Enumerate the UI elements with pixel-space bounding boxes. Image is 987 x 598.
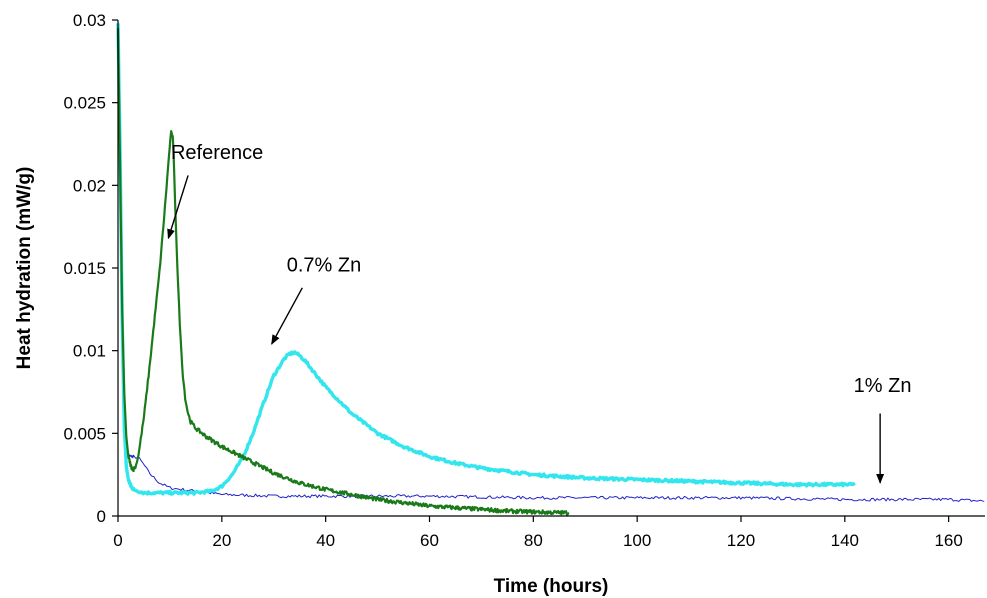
y-axis-title: Heat hydration (mW/g): [14, 167, 35, 370]
x-tick-label: 100: [623, 531, 651, 550]
annotation-arrow: [167, 175, 189, 240]
annotation-label: 0.7% Zn: [287, 254, 361, 276]
x-axis-ticks: 0 20 40 60 80 100 120 140 160: [113, 516, 963, 550]
x-tick-label: 0: [113, 531, 122, 550]
plot-background: [118, 20, 985, 516]
y-tick-label: 0.025: [63, 94, 106, 113]
y-axis-ticks: 0 0.005 0.01 0.015 0.02 0.025 0.03: [63, 11, 118, 526]
series-line-0-7-zn: [116, 23, 856, 496]
x-axis-title: Time (hours): [494, 576, 609, 597]
y-tick-label: 0: [97, 507, 106, 526]
series-layer: [116, 23, 985, 516]
y-tick-label: 0.005: [63, 424, 106, 443]
annotation-arrow: [271, 287, 303, 345]
plot-area: [116, 20, 985, 516]
y-tick-label: 0.015: [63, 259, 106, 278]
y-tick-label: 0.02: [73, 176, 106, 195]
annotations: Reference 0.7% Zn 1% Zn: [167, 142, 912, 484]
x-tick-label: 40: [316, 531, 335, 550]
x-tick-label: 160: [934, 531, 962, 550]
annotation-label: 1% Zn: [854, 375, 912, 397]
x-tick-label: 60: [420, 531, 439, 550]
x-tick-label: 140: [831, 531, 859, 550]
series-line-reference: [116, 28, 570, 516]
annotation-label: Reference: [171, 142, 263, 164]
x-tick-label: 120: [727, 531, 755, 550]
y-tick-label: 0.01: [73, 342, 106, 361]
x-tick-label: 80: [524, 531, 543, 550]
y-tick-label: 0.03: [73, 11, 106, 30]
x-tick-label: 20: [212, 531, 231, 550]
series-line-1-zn: [117, 69, 985, 502]
